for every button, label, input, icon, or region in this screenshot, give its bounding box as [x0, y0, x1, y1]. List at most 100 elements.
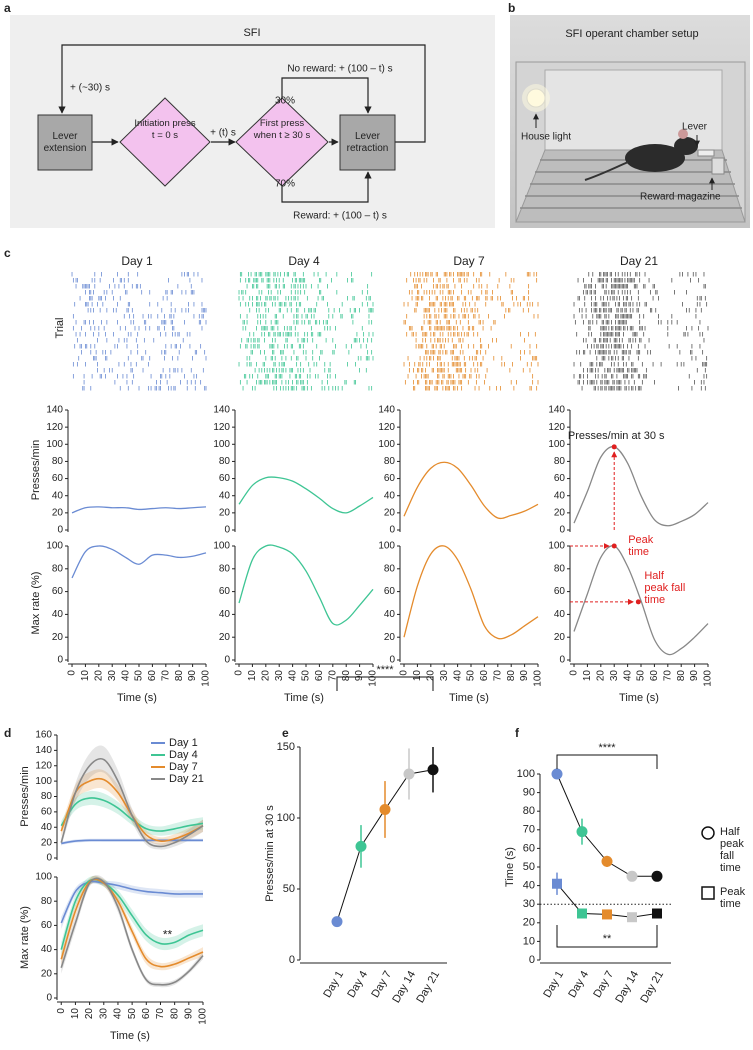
y-tick-label: 20 — [219, 507, 231, 518]
raster-row — [408, 290, 530, 295]
column-title: Day 4 — [288, 254, 320, 268]
legend-label: Day 4 — [169, 749, 198, 761]
y-tick-label: 100 — [378, 439, 395, 450]
x-tick-label: 50 — [134, 670, 145, 682]
x-tick-label: 70 — [492, 670, 503, 682]
marker — [355, 840, 367, 852]
y-tick-label: 140 — [35, 745, 52, 756]
panel-letter: c — [4, 246, 11, 260]
data-line — [60, 878, 204, 968]
x-tick-label: 30 — [609, 670, 620, 682]
x-tick-label: Day 1 — [541, 969, 566, 1000]
diamond-label: First press when t ≥ 30 s — [253, 118, 311, 141]
raster-row — [82, 386, 207, 391]
raster-row — [250, 350, 373, 355]
annotation-point — [611, 543, 617, 549]
chamber-illustration — [515, 61, 746, 223]
raster-row — [584, 284, 706, 289]
raster-row — [412, 386, 538, 391]
y-tick-label: 60 — [41, 807, 53, 818]
x-axis-label: Time (s) — [284, 692, 324, 704]
y-tick-label: 80 — [41, 896, 53, 907]
raster-row — [79, 296, 168, 301]
x-tick-label: 50 — [466, 670, 477, 682]
y-tick-label: 100 — [517, 768, 535, 780]
panel-letter: a — [4, 1, 11, 15]
annotation-label: Half peak fall time — [644, 569, 686, 606]
y-tick-label: 0 — [559, 655, 565, 666]
raster-row — [242, 386, 373, 391]
y-tick-label: 50 — [523, 861, 535, 873]
x-tick-label: Day 1 — [321, 969, 346, 1000]
x-tick-label: 20 — [425, 670, 436, 682]
raster-row — [573, 362, 708, 367]
x-tick-label: 30 — [439, 670, 450, 682]
marker — [551, 768, 563, 780]
raster-row — [415, 344, 538, 349]
box-lever-retraction — [339, 114, 396, 171]
x-tick-label: 100 — [533, 670, 544, 687]
raster-row — [408, 368, 531, 373]
y-tick-label: 20 — [52, 632, 64, 643]
y-tick-label: 40 — [219, 490, 231, 501]
x-tick-label: 90 — [689, 670, 700, 682]
x-tick-label: 20 — [595, 670, 606, 682]
y-tick-label: 80 — [384, 563, 396, 574]
y-axis-label: Presses/min — [19, 766, 31, 827]
box-label: Lever retraction — [346, 131, 389, 154]
y-tick-label: 160 — [35, 730, 52, 741]
y-tick-label: 10 — [523, 935, 535, 947]
raster-row — [239, 314, 370, 319]
x-tick-label: 40 — [452, 670, 463, 682]
raster-row — [254, 368, 367, 373]
raster-row — [239, 344, 367, 349]
y-tick-label: 0 — [57, 525, 63, 536]
panel-letter: d — [4, 726, 11, 740]
x-tick-label: Day 4 — [566, 969, 591, 1000]
y-tick-label: 20 — [52, 507, 64, 518]
x-tick-label: Day 14 — [613, 969, 641, 1005]
significance-label: ** — [603, 933, 612, 945]
box-lever-extension — [37, 114, 93, 171]
y-tick-label: 80 — [41, 791, 53, 802]
data-line — [403, 461, 539, 520]
raster-row — [403, 320, 496, 325]
raster-row — [238, 290, 369, 295]
y-tick-label: 100 — [213, 439, 230, 450]
error-band — [61, 875, 203, 971]
y-tick-label: 0 — [46, 853, 52, 864]
x-tick-label: 0 — [234, 670, 245, 676]
y-tick-label: 80 — [52, 456, 64, 467]
column-title: Day 7 — [453, 254, 485, 268]
raster-row — [239, 272, 373, 277]
y-tick-label: 20 — [384, 632, 396, 643]
x-tick-label: 80 — [174, 670, 185, 682]
x-tick-label: Day 7 — [591, 969, 616, 1000]
raster-row — [83, 380, 202, 385]
x-tick-label: 50 — [301, 670, 312, 682]
significance-bracket — [336, 676, 434, 691]
x-tick-label: 80 — [676, 670, 687, 682]
legend-marker — [701, 886, 715, 900]
y-tick-label: 20 — [41, 837, 53, 848]
x-tick-label: 100 — [201, 670, 212, 687]
raster-row — [406, 278, 538, 283]
raster-row — [249, 332, 374, 337]
raster-row — [406, 332, 536, 337]
raster-row — [407, 356, 538, 361]
y-tick-label: 60 — [52, 586, 64, 597]
data-line — [60, 877, 204, 986]
panel-letter: b — [508, 1, 515, 15]
marker — [576, 826, 588, 838]
significance-bracket — [556, 754, 658, 769]
x-tick-label: 80 — [506, 670, 517, 682]
raster-row — [582, 368, 706, 373]
raster-ylabel: Trial — [54, 318, 66, 339]
x-tick-label: 20 — [93, 670, 104, 682]
raster-row — [581, 386, 706, 391]
marker — [577, 908, 587, 919]
panel-b-title: SFI operant chamber setup — [565, 28, 698, 40]
y-tick-label: 70 — [523, 824, 535, 836]
y-tick-label: 60 — [384, 586, 396, 597]
y-tick-label: 140 — [46, 405, 63, 416]
